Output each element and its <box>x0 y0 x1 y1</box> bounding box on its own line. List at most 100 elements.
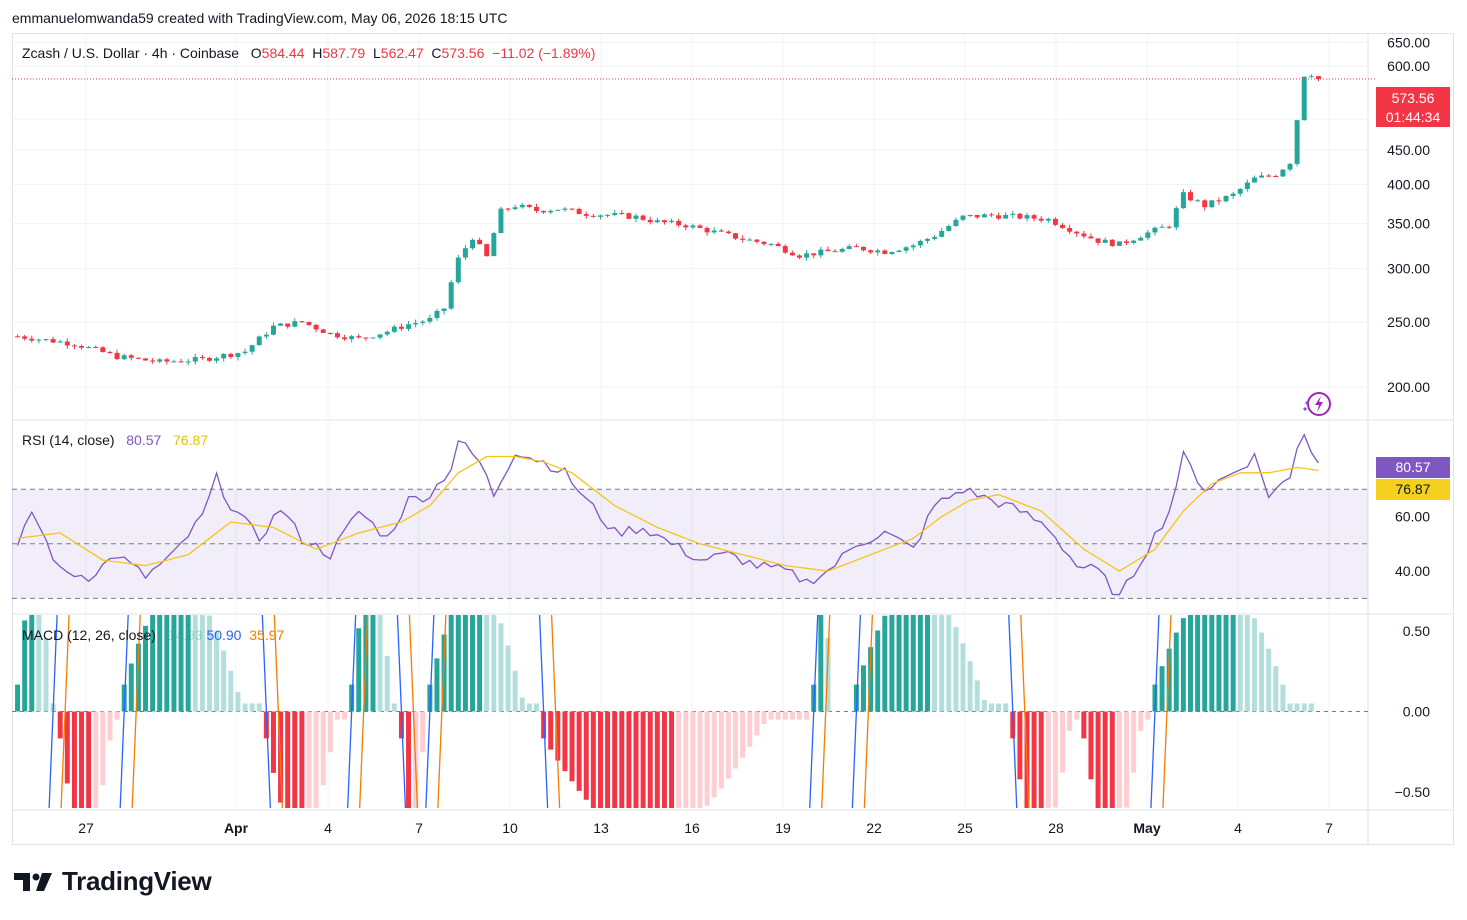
macd-histogram-bar <box>988 703 994 712</box>
macd-histogram-bar <box>1166 648 1172 712</box>
macd-histogram-bar <box>583 711 589 800</box>
candle-body <box>71 345 77 347</box>
candle-body <box>327 332 333 334</box>
tradingview-logo[interactable]: TradingView <box>14 866 212 897</box>
macd-histogram-bar <box>207 615 212 712</box>
price-tick-label: 300.00 <box>1387 261 1430 277</box>
candle-body <box>128 355 134 358</box>
macd-histogram-bar <box>100 711 106 786</box>
macd-histogram-bar <box>43 637 49 712</box>
macd-histogram-bar <box>448 615 454 712</box>
candle-body <box>733 233 739 239</box>
low-value: 562.47 <box>380 45 424 61</box>
candle-body <box>534 206 539 211</box>
candle-body <box>953 219 959 227</box>
candle-body <box>576 208 582 215</box>
candle-body <box>306 321 312 325</box>
candle-body <box>932 236 938 239</box>
macd-histogram-bar <box>626 711 632 808</box>
macd-line <box>851 615 862 808</box>
candle-body <box>832 251 838 253</box>
candle-body <box>1152 227 1158 233</box>
close-label: C <box>431 45 442 61</box>
macd-signal-line <box>408 615 419 808</box>
candle-body <box>334 333 340 338</box>
candle-body <box>349 336 355 340</box>
candle-body <box>569 208 575 210</box>
macd-histogram-bar <box>477 615 483 712</box>
candle-body <box>967 214 973 216</box>
candle-body <box>278 323 284 326</box>
macd-signal-line <box>550 615 561 808</box>
candle-body <box>782 246 788 253</box>
macd-histogram-bar <box>29 615 35 712</box>
candle-body <box>1244 182 1250 190</box>
macd-histogram-bar <box>334 711 340 720</box>
candle-body <box>697 225 703 228</box>
chart-frame <box>12 33 1454 845</box>
candle-body <box>605 214 611 216</box>
bar-countdown: 01:44:34 <box>1385 109 1441 125</box>
macd-histogram-bar <box>1195 615 1201 712</box>
candle-body <box>114 352 120 360</box>
candle-body <box>1060 224 1066 229</box>
macd-histogram-bar <box>1159 666 1165 712</box>
candle-body <box>1280 169 1286 177</box>
macd-histogram-bar <box>484 615 490 712</box>
macd-histogram-bar <box>789 711 795 720</box>
candle-body <box>917 240 923 246</box>
macd-histogram-bar <box>747 711 753 747</box>
candle-body <box>839 248 845 252</box>
time-tick-label: 7 <box>415 820 423 836</box>
lightning-icon[interactable] <box>1300 389 1334 419</box>
macd-histogram <box>15 615 1314 808</box>
candle-body <box>356 336 362 338</box>
candle-body <box>121 355 127 360</box>
candle-body <box>797 255 802 258</box>
macd-histogram-bar <box>1273 666 1279 712</box>
macd-histogram-bar <box>370 615 376 712</box>
macd-histogram-bar <box>974 680 980 712</box>
candle-body <box>1216 200 1222 202</box>
candle-body <box>718 230 724 232</box>
candle-body <box>1308 76 1314 78</box>
candle-body <box>199 357 205 359</box>
time-tick-label: May <box>1133 820 1160 836</box>
candle-body <box>910 245 916 248</box>
macd-histogram-bar <box>242 703 248 712</box>
macd-signal-line <box>1020 615 1030 808</box>
candle-body <box>1010 213 1016 215</box>
symbol-legend: Zcash / U.S. Dollar · 4h · Coinbase O584… <box>22 45 595 61</box>
macd-histogram-bar <box>1102 711 1108 808</box>
macd-histogram-bar <box>683 711 689 808</box>
macd-histogram-bar <box>1209 615 1215 712</box>
macd-histogram-bar <box>1287 703 1293 712</box>
candle-body <box>406 324 412 329</box>
time-tick-label: 10 <box>502 820 518 836</box>
macd-histogram-bar <box>221 650 227 712</box>
candle-body <box>988 214 994 216</box>
macd-histogram-bar <box>804 711 810 720</box>
macd-histogram-bar <box>455 615 461 712</box>
macd-histogram-bar <box>1259 632 1265 712</box>
rsi-legend: RSI (14, close) 80.57 76.87 <box>22 432 208 448</box>
candle-body <box>654 220 660 223</box>
open-value: 584.44 <box>261 45 305 61</box>
macd-histogram-bar <box>1045 711 1051 808</box>
macd-histogram-bar <box>676 711 682 808</box>
candle-body <box>1251 177 1257 183</box>
macd-histogram-bar <box>313 711 319 808</box>
candle-body <box>690 225 696 228</box>
macd-histogram-bar <box>1038 711 1044 808</box>
low-label: L <box>373 45 381 61</box>
macd-histogram-bar <box>1067 711 1073 731</box>
candle-body <box>1180 192 1186 209</box>
macd-histogram-bar <box>569 711 575 782</box>
macd-histogram-bar <box>1138 711 1144 731</box>
macd-histogram-bar <box>640 711 646 808</box>
macd-histogram-bar <box>79 711 85 808</box>
candle-body <box>1145 232 1151 238</box>
rsi-tick-label: 60.00 <box>1395 509 1430 525</box>
macd-line <box>425 615 435 808</box>
